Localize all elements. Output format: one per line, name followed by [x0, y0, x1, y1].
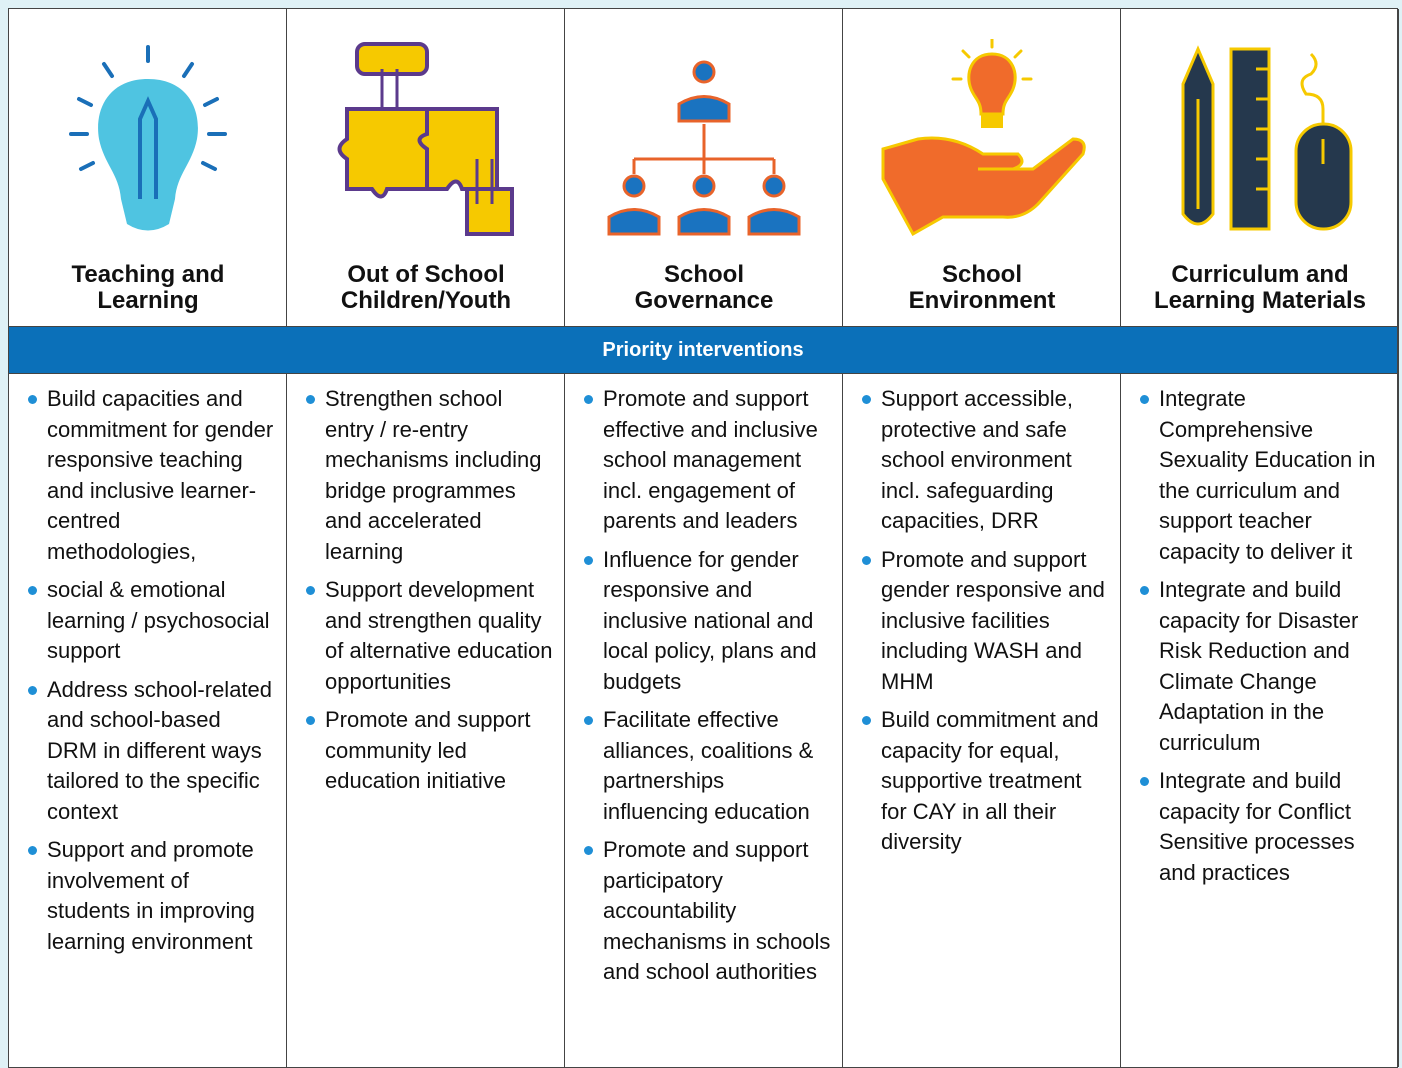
bullet-item: Support and promote involvement of stude…	[27, 835, 275, 957]
title-line: School	[941, 261, 1022, 288]
column: School Environment Support accessible, pr…	[843, 9, 1121, 1067]
hand-bulb-icon	[881, 39, 1086, 237]
bullet-list: Build capacities and commitment for gend…	[27, 384, 275, 965]
bullet-item: Support accessible, protective and safe …	[861, 384, 1109, 537]
bullet-list: Promote and support effective and inclus…	[583, 384, 831, 996]
section-banner: Priority interventions	[9, 326, 1397, 374]
column-title: Curriculum and Learning Materials	[1121, 262, 1399, 314]
materials-icon	[1181, 45, 1353, 231]
column-title: School Governance	[565, 262, 843, 314]
title-line: Curriculum and	[1171, 261, 1349, 288]
bullet-item: Support development and strengthen quali…	[305, 575, 553, 697]
title-line: Out of School	[347, 261, 505, 288]
title-line: Environment	[908, 287, 1056, 314]
bullet-item: Integrate Comprehensive Sexuality Educat…	[1139, 384, 1387, 567]
bullet-item: Promote and support effective and inclus…	[583, 384, 831, 537]
bullet-list: Strengthen school entry / re-entry mecha…	[305, 384, 553, 805]
title-line: Governance	[634, 287, 774, 314]
bullet-item: Promote and support gender responsive an…	[861, 545, 1109, 698]
bullet-item: Promote and support community led educat…	[305, 705, 553, 797]
bullet-item: Address school-related and school-based …	[27, 675, 275, 828]
puzzle-icon	[337, 42, 514, 236]
column: Out of School Children/Youth Strengthen s…	[287, 9, 565, 1067]
column: School Governance Promote and support eff…	[565, 9, 843, 1067]
title-line: Teaching and	[71, 261, 225, 288]
column-title: School Environment	[843, 262, 1121, 314]
column-title: Teaching and Learning	[9, 262, 287, 314]
bullet-list: Support accessible, protective and safe …	[861, 384, 1109, 866]
title-line: Learning Materials	[1153, 287, 1367, 314]
title-line: Learning	[97, 287, 199, 314]
column: Curriculum and Learning Materials Integra…	[1121, 9, 1399, 1067]
bullet-list: Integrate Comprehensive Sexuality Educat…	[1139, 384, 1387, 896]
bullet-item: Influence for gender responsive and incl…	[583, 545, 831, 698]
title-line: Children/Youth	[340, 287, 512, 314]
bullet-item: Facilitate effective alliances, coalitio…	[583, 705, 831, 827]
bullet-item: Promote and support participatory accoun…	[583, 835, 831, 988]
org-chart-icon	[607, 60, 801, 236]
column: Teaching and Learning Build capacities an…	[9, 9, 287, 1067]
column-title: Out of School Children/Youth	[287, 262, 565, 314]
bullet-item: Build commitment and capacity for equal,…	[861, 705, 1109, 858]
bullet-item: Build capacities and commitment for gend…	[27, 384, 275, 567]
title-line: School	[663, 261, 744, 288]
bullet-item: Integrate and build capacity for Conflic…	[1139, 766, 1387, 888]
lightbulb-icon	[69, 45, 227, 231]
intervention-table: Teaching and Learning Build capacities an…	[8, 8, 1399, 1068]
bullet-item: Strengthen school entry / re-entry mecha…	[305, 384, 553, 567]
bullet-item: Integrate and build capacity for Disaste…	[1139, 575, 1387, 758]
bullet-item: social & emotional learning / psychosoci…	[27, 575, 275, 667]
